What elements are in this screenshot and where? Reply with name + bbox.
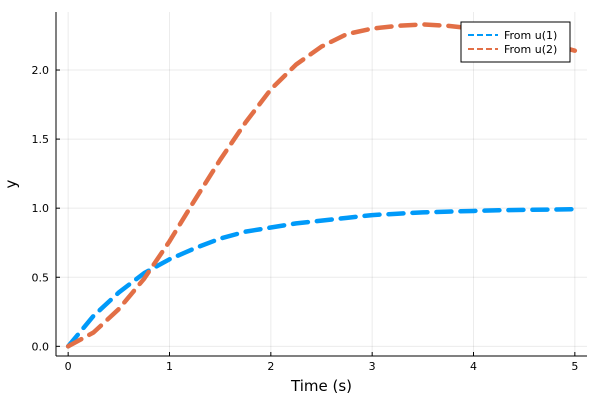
legend-label-series-1: From u(1)	[504, 29, 557, 42]
x-tick-label: 1	[166, 360, 173, 373]
x-tick-label: 3	[369, 360, 376, 373]
y-tick-label: 1.5	[32, 133, 50, 146]
legend: From u(1) From u(2)	[460, 21, 571, 63]
y-tick-label: 0.5	[32, 271, 50, 284]
y-tick-label: 2.0	[32, 64, 50, 77]
legend-label-series-2: From u(2)	[504, 43, 557, 56]
x-tick-label: 5	[571, 360, 578, 373]
tick-labels: 0 1 2 3 4 5 0.0 0.5 1.0 1.5 2.0	[32, 64, 579, 373]
series-line-2	[65, 22, 578, 349]
x-tick-label: 4	[470, 360, 477, 373]
legend-box	[460, 21, 571, 63]
series-line-1	[65, 206, 578, 349]
grid-lines	[56, 12, 587, 356]
x-tick-label: 2	[267, 360, 274, 373]
series-lines	[65, 22, 578, 349]
y-tick-label: 0.0	[32, 340, 50, 353]
x-tick-label: 0	[65, 360, 72, 373]
x-axis-title: Time (s)	[290, 377, 352, 395]
axes	[55, 12, 587, 357]
y-axis-title: y	[2, 179, 20, 188]
y-tick-label: 1.0	[32, 202, 50, 215]
